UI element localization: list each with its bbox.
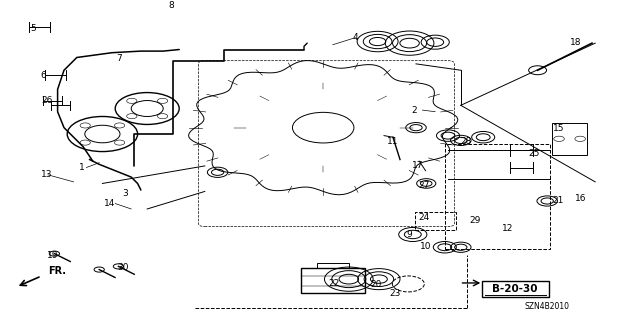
Text: 26: 26 [41, 96, 52, 105]
Text: 2: 2 [412, 106, 417, 115]
Bar [317, 263, 349, 268]
Text: 13: 13 [41, 170, 52, 179]
Text: 14: 14 [104, 199, 116, 208]
Text: 24: 24 [419, 213, 430, 222]
Text: 25: 25 [529, 149, 540, 158]
Text: 30: 30 [117, 263, 129, 272]
Bar [301, 268, 365, 293]
Text: 22: 22 [328, 279, 340, 288]
Bar [445, 144, 550, 249]
Text: 8: 8 [168, 1, 173, 10]
Text: 20: 20 [371, 280, 382, 289]
Text: B-20-30: B-20-30 [492, 284, 538, 294]
Text: 7: 7 [116, 54, 122, 63]
Bar [552, 123, 588, 155]
Bar [415, 212, 456, 230]
Text: 15: 15 [553, 124, 564, 133]
Text: 23: 23 [390, 289, 401, 298]
Text: 11: 11 [387, 137, 398, 146]
Text: 1: 1 [79, 163, 84, 172]
Text: 28: 28 [460, 137, 472, 145]
Text: 29: 29 [469, 216, 481, 225]
Text: 27: 27 [418, 181, 429, 190]
Text: 10: 10 [420, 242, 431, 251]
Text: 17: 17 [412, 161, 423, 170]
Text: SZN4B2010: SZN4B2010 [525, 302, 570, 311]
Text: 12: 12 [502, 224, 513, 233]
Text: FR.: FR. [48, 266, 66, 276]
Text: 3: 3 [122, 189, 127, 197]
Text: 21: 21 [552, 196, 564, 205]
Text: 19: 19 [47, 251, 59, 260]
Text: 18: 18 [570, 38, 582, 47]
Text: 9: 9 [407, 230, 412, 239]
Text: 6: 6 [41, 71, 46, 80]
Text: 4: 4 [353, 33, 358, 42]
Text: 5: 5 [31, 24, 36, 33]
Text: 16: 16 [575, 194, 587, 203]
